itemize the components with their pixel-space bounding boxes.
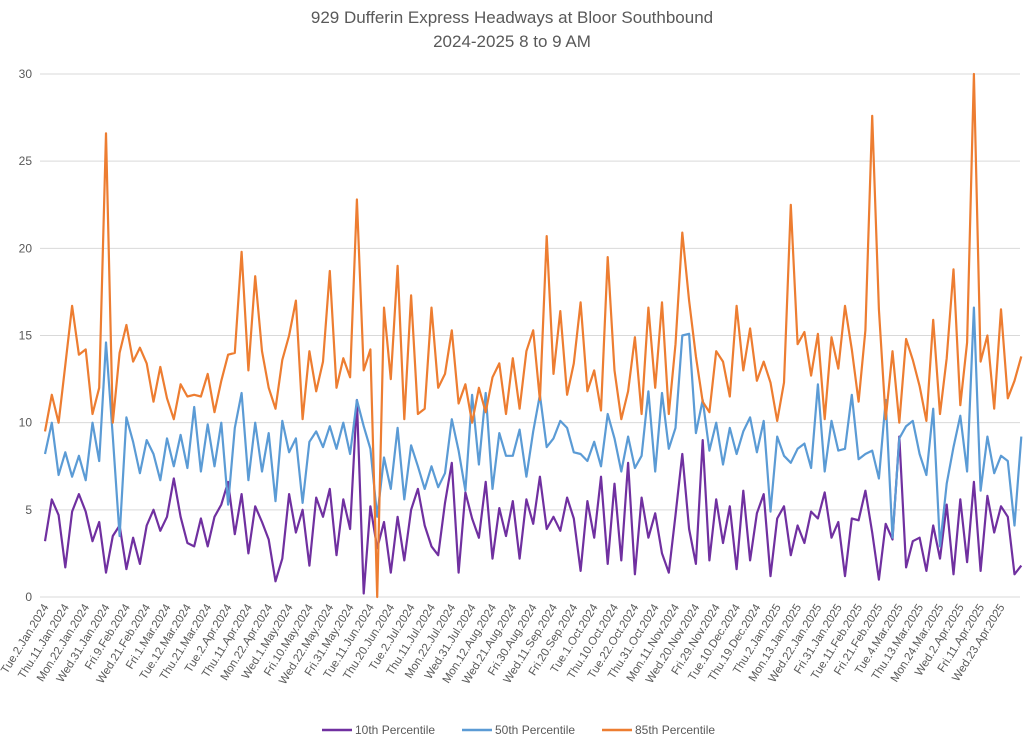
x-axis: Tue.2.Jan.2024Thu.11.Jan.2024Mon.22.Jan.… [0, 602, 1008, 687]
y-tick-label: 15 [19, 329, 33, 343]
chart-subtitle: 2024-2025 8 to 9 AM [433, 32, 591, 51]
series-line-2 [43, 306, 1023, 548]
y-tick-label: 0 [25, 590, 32, 604]
gridlines [40, 73, 1020, 598]
legend-item: 10th Percentile [322, 723, 435, 737]
series-line-3 [43, 72, 1023, 599]
y-tick-label: 30 [19, 67, 33, 81]
series-lines [43, 72, 1023, 599]
legend-label: 85th Percentile [635, 723, 715, 737]
chart-title: 929 Dufferin Express Headways at Bloor S… [311, 8, 713, 27]
y-tick-label: 10 [19, 416, 33, 430]
y-axis: 0 5 10 15 20 25 30 [19, 67, 33, 604]
y-tick-label: 20 [19, 241, 33, 255]
legend-item: 85th Percentile [602, 723, 715, 737]
legend-item: 50th Percentile [462, 723, 575, 737]
legend-label: 10th Percentile [355, 723, 435, 737]
series-line-1 [43, 398, 1023, 595]
y-tick-label: 25 [19, 154, 33, 168]
legend: 10th Percentile 50th Percentile 85th Perce… [322, 723, 715, 737]
legend-label: 50th Percentile [495, 723, 575, 737]
y-tick-label: 5 [25, 503, 32, 517]
